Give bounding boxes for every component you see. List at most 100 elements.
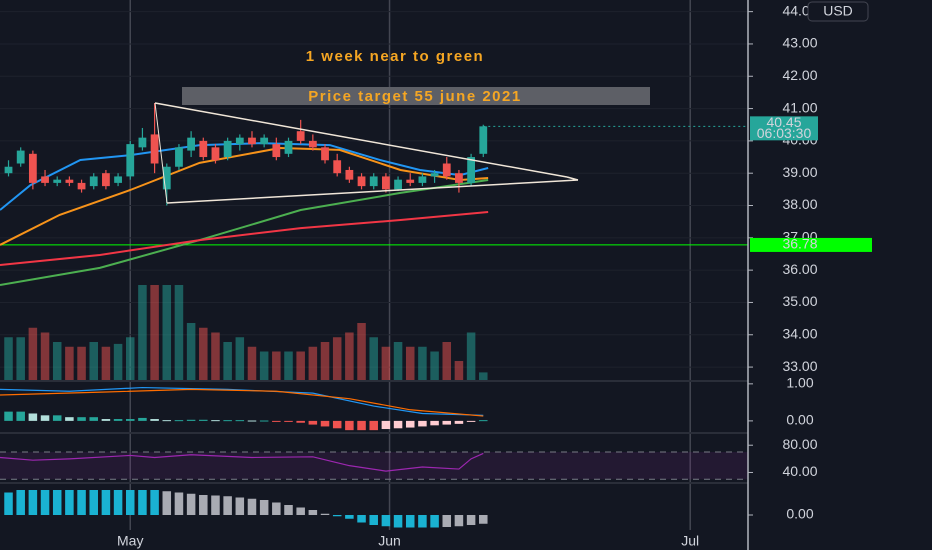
y-tick-label: 42.00 xyxy=(782,67,817,83)
y-tick-label: 41.00 xyxy=(782,99,817,115)
macd-bar xyxy=(77,417,86,421)
macd-bar xyxy=(418,420,427,427)
candle-body xyxy=(296,131,305,141)
candle-body xyxy=(4,166,13,174)
oscillator-bar xyxy=(211,495,220,515)
macd-bar xyxy=(466,420,476,422)
annotation: Price target 55 june 2021 xyxy=(308,88,521,105)
macd-bar xyxy=(40,415,50,421)
macd-bar xyxy=(101,419,111,421)
price-axis: 33.0034.0035.0036.0037.0038.0039.0040.00… xyxy=(748,2,872,522)
oscillator-bar xyxy=(52,490,62,515)
macd-bar xyxy=(162,420,172,422)
plot: May Jun Jul xyxy=(0,0,748,549)
candle-body xyxy=(162,166,171,190)
volume-bar xyxy=(16,337,25,380)
candle-body xyxy=(65,179,74,183)
candle-body xyxy=(394,179,402,190)
macd-bar xyxy=(259,420,269,422)
candle-body xyxy=(223,140,232,158)
macd-bar xyxy=(223,420,232,422)
macd-bar xyxy=(186,419,196,421)
macd-bar xyxy=(211,420,220,422)
oscillator-bar xyxy=(186,493,196,515)
candle-body xyxy=(406,179,415,183)
volume-bar xyxy=(113,343,123,380)
trend-line xyxy=(154,102,568,178)
volume-bar xyxy=(211,332,220,380)
oscillator-bar xyxy=(320,513,330,515)
oscillator-bar xyxy=(77,490,86,515)
candle-body xyxy=(272,144,281,158)
x-tick-label: May xyxy=(117,533,143,549)
volume-bar xyxy=(235,337,245,380)
oscillator-bar xyxy=(308,510,318,515)
candle-body xyxy=(89,176,98,187)
last-price: 40.45 xyxy=(766,114,801,130)
candle-body xyxy=(235,137,244,145)
x-tick-label: Jul xyxy=(681,533,699,549)
candle-body xyxy=(53,179,62,183)
candle-body xyxy=(126,144,135,177)
candle-body xyxy=(248,137,256,145)
candle-body xyxy=(418,176,427,183)
volume-bar xyxy=(381,346,391,380)
oscillator-bar xyxy=(101,490,111,515)
macd-bar xyxy=(308,420,318,425)
y-tick-label: 1.00 xyxy=(786,375,813,391)
oscillator-bar xyxy=(40,490,50,515)
candle-body xyxy=(28,153,37,183)
oscillator-bar xyxy=(272,502,281,515)
volume-bar xyxy=(247,346,257,380)
y-tick-label: 33.00 xyxy=(782,358,817,374)
y-tick-label: 34.00 xyxy=(782,325,817,341)
macd-bar xyxy=(442,420,452,425)
oscillator-bar xyxy=(369,515,378,525)
candle-body xyxy=(430,173,439,177)
oscillator-bar xyxy=(199,495,208,515)
y-tick-label: 80.00 xyxy=(782,436,817,452)
trend-line xyxy=(566,176,579,181)
macd-bar xyxy=(28,413,38,421)
oscillator-bar xyxy=(466,515,476,525)
candle-body xyxy=(357,176,366,187)
moving-average xyxy=(0,178,489,286)
candle-body xyxy=(114,176,122,183)
macd-bar xyxy=(332,420,342,429)
volume-bar xyxy=(162,285,172,380)
macd-bar xyxy=(174,420,184,422)
candle-body xyxy=(333,160,342,174)
y-tick-label: 35.00 xyxy=(782,293,817,309)
oscillator-bar xyxy=(89,490,98,515)
currency: USD xyxy=(823,3,853,19)
macd-bar xyxy=(405,420,415,428)
macd-bar xyxy=(320,420,330,427)
volume-bar xyxy=(320,342,330,380)
macd-bar xyxy=(138,417,147,421)
volume-bar xyxy=(89,342,98,380)
candle-body xyxy=(369,176,378,187)
volume-bar xyxy=(65,346,74,380)
macd-bar xyxy=(199,419,208,421)
moving-average xyxy=(0,210,489,266)
volume-bar xyxy=(186,323,196,380)
x-tick-label: Jun xyxy=(378,533,401,549)
macd-bar xyxy=(113,419,123,421)
candle-body xyxy=(187,137,196,151)
oscillator-bar xyxy=(430,515,439,528)
countdown: 06:03:30 xyxy=(757,125,812,141)
currency-badge[interactable] xyxy=(807,1,869,22)
rsi-band xyxy=(0,452,748,480)
macd-bar xyxy=(393,420,403,429)
volume-bar xyxy=(223,342,232,380)
oscillator-bar xyxy=(454,515,464,527)
macd-bar xyxy=(381,420,391,430)
oscillator-bar xyxy=(332,515,342,517)
volume-bar xyxy=(357,323,366,380)
volume-bar xyxy=(393,342,403,380)
volume-bar xyxy=(199,327,208,380)
oscillator-bar xyxy=(162,491,172,515)
volume-bar xyxy=(52,342,62,380)
macd-bar xyxy=(89,417,98,421)
